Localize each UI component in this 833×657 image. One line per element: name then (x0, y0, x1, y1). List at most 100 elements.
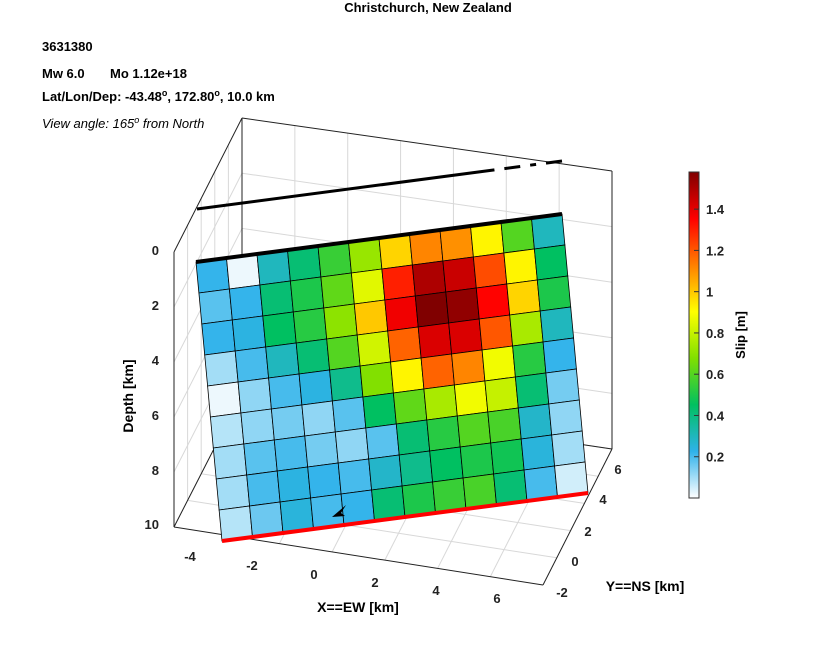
colorbar-tick-label: 0.6 (706, 367, 724, 382)
slip-cell (353, 299, 389, 336)
slip-cell (392, 388, 428, 425)
slip-cell (212, 443, 248, 480)
slip-cell (273, 435, 309, 472)
z-tick-label: 6 (152, 408, 159, 423)
view-angle-label: View angle: 165o from North (42, 115, 204, 131)
slip-cell (234, 346, 270, 383)
slip-cell (512, 341, 547, 378)
colorbar (688, 171, 700, 499)
location-lon: , 172.80 (167, 89, 214, 104)
slip-cell (368, 454, 403, 491)
fault-traces (195, 159, 589, 543)
slip-cell (262, 311, 297, 348)
slip-cell (542, 337, 577, 374)
slip-cell (307, 462, 342, 499)
slip-cell (481, 345, 516, 382)
degree-mark-3: o (134, 115, 139, 125)
slip-cell (201, 319, 236, 356)
slip-cell (228, 284, 264, 321)
slip-cell (384, 295, 419, 332)
slip-cell (445, 287, 480, 324)
slip-cell (323, 303, 358, 340)
figure-title: Christchurch, New Zealand (344, 0, 512, 15)
z-axis-label: Depth [km] (120, 359, 136, 432)
box-edge (173, 117, 243, 253)
y-tick-label: 0 (571, 554, 578, 569)
slip-cell (453, 380, 489, 417)
colorbar-tick-label: 1.4 (706, 202, 725, 217)
y-axis-label: Y==NS [km] (606, 578, 685, 594)
slip-cell (503, 248, 538, 285)
slip-cell (472, 252, 508, 289)
slip-cell (487, 407, 522, 444)
slip-cell (243, 439, 278, 476)
colorbar-tick-label: 0.4 (706, 408, 725, 423)
slip-cell (268, 373, 303, 410)
moment-label: Mo 1.12e+18 (110, 66, 187, 81)
y-tick-label: 4 (599, 492, 607, 507)
slip-cell (298, 369, 333, 406)
box-edge (542, 448, 613, 586)
colorbar-tick-label: 0.8 (706, 326, 724, 341)
slip-cell (411, 260, 447, 297)
top-edge-line (195, 212, 563, 264)
slip-cell (533, 244, 569, 281)
slip-cell (506, 279, 541, 316)
slip-cell (423, 384, 458, 421)
slip-cell (215, 474, 251, 511)
slip-cell (356, 330, 392, 367)
slip-cell (456, 411, 492, 448)
slip-cell (334, 427, 370, 464)
slip-cell (326, 334, 361, 371)
surface-trace-line (196, 159, 563, 211)
slip-cell (520, 434, 556, 471)
slip-cell (420, 353, 455, 390)
slip-cell (448, 318, 483, 355)
location-lat: Lat/Lon/Dep: -43.48 (42, 89, 162, 104)
colorbar-label: Slip [m] (733, 311, 748, 359)
colorbar-ticks: 0.2 0.4 0.6 0.8 1 1.2 1.4 (694, 202, 725, 465)
slip-cell (536, 275, 572, 312)
z-tick-label: 0 (152, 243, 159, 258)
slip-cell (204, 350, 239, 387)
colorbar-tick-label: 1 (706, 285, 713, 300)
y-tick-label: 6 (614, 462, 621, 477)
slip-cell (329, 365, 364, 402)
z-tick-label: 2 (152, 298, 159, 313)
slip-cell (246, 470, 281, 507)
x-tick-label: 2 (371, 575, 378, 590)
magnitude-label: Mw 6.0 (42, 66, 85, 81)
slip-cell (270, 404, 306, 441)
slip-cell (359, 361, 394, 398)
slip-cell (398, 450, 434, 487)
location-depth: , 10.0 km (220, 89, 275, 104)
slip-cell (331, 396, 367, 433)
slip-cell (365, 423, 400, 460)
slip-cell (381, 264, 416, 301)
x-tick-label: 0 (310, 567, 317, 582)
z-tick-label: 4 (152, 353, 160, 368)
x-tick-label: 6 (493, 591, 500, 606)
slip-cell (442, 256, 477, 293)
slip-cell (517, 403, 553, 440)
z-tick-label: 10 (145, 517, 159, 532)
view-angle-value: View angle: 165 (42, 116, 135, 131)
slip-cell (259, 280, 294, 317)
slip-cell (539, 306, 575, 343)
slip-cell (426, 415, 461, 452)
slip-cell (289, 276, 325, 313)
x-tick-label: 4 (432, 583, 440, 598)
x-tick-label: -2 (246, 558, 258, 573)
event-id: 3631380 (42, 39, 93, 54)
slip-cell (417, 322, 453, 359)
y-tick-label: 2 (584, 524, 591, 539)
slip-cell (395, 419, 431, 456)
slip-cell (292, 307, 328, 344)
slip-cell (301, 400, 336, 437)
y-tick-label: -2 (556, 585, 568, 600)
z-tick-label: 8 (152, 463, 159, 478)
slip-cell (276, 466, 312, 503)
slip-cell (337, 458, 373, 495)
slip-cell (451, 349, 486, 386)
